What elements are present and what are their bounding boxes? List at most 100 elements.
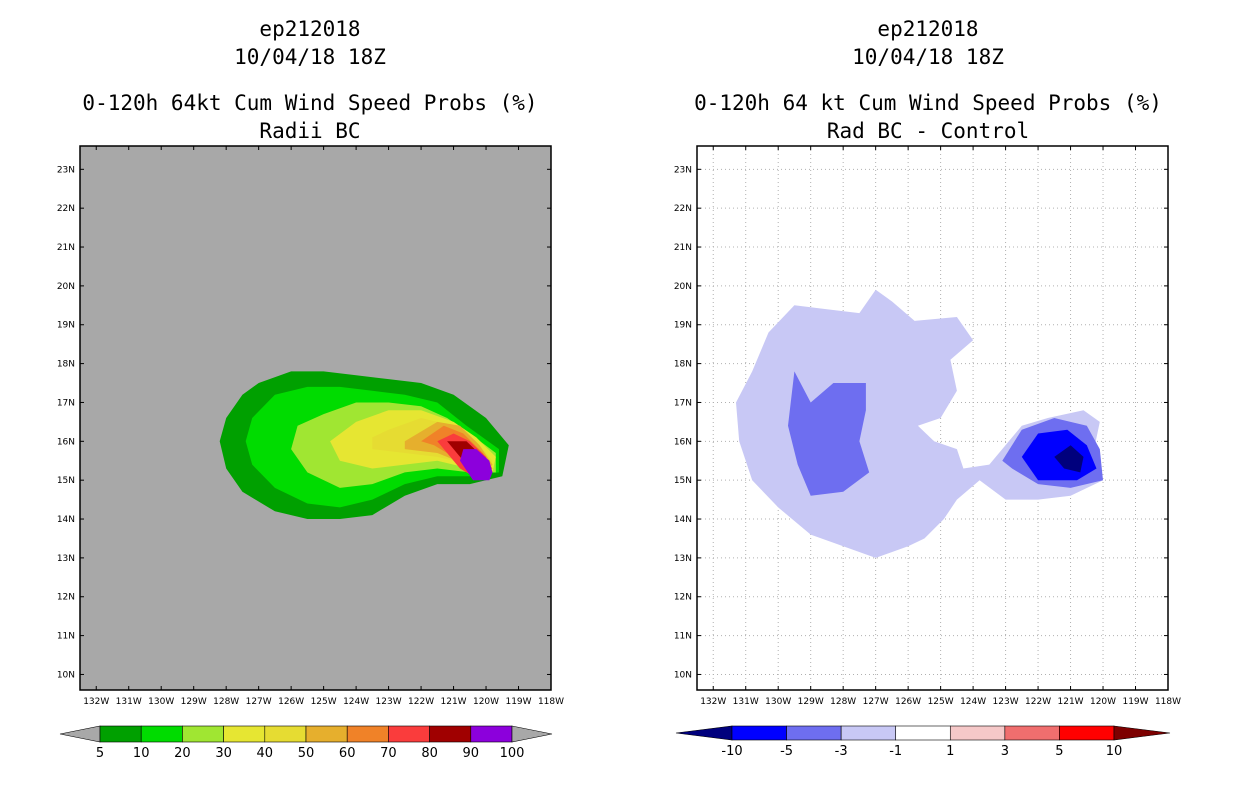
x-tick-label: 125W xyxy=(928,697,954,707)
plot-frame xyxy=(696,145,1169,691)
colorbar-box xyxy=(895,725,951,741)
colorbar-label: 10 xyxy=(133,746,150,761)
colorbar-label: 40 xyxy=(257,746,274,761)
colorbar-label: 50 xyxy=(298,746,315,761)
y-tick-label: 18N xyxy=(674,360,692,370)
left-title-line-2: 10/04/18 18Z xyxy=(234,45,386,69)
y-tick-label: 18N xyxy=(57,360,75,370)
colorbar-triangle-low xyxy=(59,725,101,743)
colorbar-label: 30 xyxy=(215,746,232,761)
colorbar-box xyxy=(388,725,430,743)
colorbar-0: 5 10 20 30 40 50 60 70 80 90 100 xyxy=(59,725,553,761)
x-tick-label: 120W xyxy=(473,697,499,707)
y-tick-label: 21N xyxy=(674,243,692,253)
colorbar-box xyxy=(1004,725,1060,741)
colorbar-box xyxy=(1059,725,1115,741)
x-tick-label: 131W xyxy=(116,697,142,707)
y-tick-label: 15N xyxy=(674,476,692,486)
right-title-line-1: ep212018 xyxy=(877,17,979,41)
x-tick-label: 123W xyxy=(993,697,1019,707)
panel-0: 132W 131W 130W 129W 128W 127W 126W 125W 124W 123W… xyxy=(57,145,564,761)
x-tick-label: 118W xyxy=(1155,697,1181,707)
colorbar-label: 3 xyxy=(1001,744,1009,759)
colorbar-label: 100 xyxy=(500,746,525,761)
x-tick-label: 120W xyxy=(1090,697,1116,707)
right-title-line-4: Rad BC - Control xyxy=(826,119,1030,143)
x-tick-label: 128W xyxy=(830,697,856,707)
colorbar-box xyxy=(470,725,513,743)
colorbar-label: 5 xyxy=(96,746,104,761)
x-tick-label: 121W xyxy=(441,697,467,707)
y-tick-label: 20N xyxy=(57,282,75,292)
y-tick-label: 11N xyxy=(57,632,75,642)
x-tick-label: 130W xyxy=(148,697,174,707)
colorbar-label: 60 xyxy=(339,746,356,761)
y-tick-label: 22N xyxy=(674,204,692,214)
colorbar-triangle-low xyxy=(675,725,733,741)
colorbar-box xyxy=(731,725,787,741)
x-tick-label: 119W xyxy=(1122,697,1148,707)
y-tick-label: 10N xyxy=(57,670,75,680)
y-tick-label: 22N xyxy=(57,204,75,214)
y-tick-label: 15N xyxy=(57,476,75,486)
x-tick-label: 126W xyxy=(895,697,921,707)
colorbar-box xyxy=(346,725,389,743)
contour--10-4 xyxy=(1054,445,1084,473)
x-tick-label: 123W xyxy=(376,697,402,707)
x-tick-label: 119W xyxy=(505,697,531,707)
colorbar-box xyxy=(264,725,307,743)
x-tick-label: 126W xyxy=(278,697,304,707)
contour--3-1 xyxy=(788,371,870,496)
colorbar-label: 1 xyxy=(946,744,954,759)
colorbar-triangle-high xyxy=(1113,725,1171,741)
colorbar-box xyxy=(429,725,472,743)
y-tick-label: 23N xyxy=(57,165,75,175)
colorbar-label: -3 xyxy=(835,744,848,759)
colorbar-box xyxy=(949,725,1006,741)
y-tick-label: 19N xyxy=(57,321,75,331)
right-title-line-2: 10/04/18 18Z xyxy=(852,45,1004,69)
x-tick-label: 127W xyxy=(863,697,889,707)
x-tick-label: 122W xyxy=(408,697,434,707)
colorbar-label: 90 xyxy=(463,746,480,761)
y-tick-label: 13N xyxy=(674,554,692,564)
colorbar-box xyxy=(223,725,266,743)
colorbar-label: 5 xyxy=(1055,744,1063,759)
x-tick-label: 129W xyxy=(181,697,207,707)
colorbar-1: -10 -5 -3 -1 1 3 5 10 xyxy=(675,725,1171,759)
x-tick-label: 124W xyxy=(343,697,369,707)
colorbar-box xyxy=(99,725,142,743)
y-tick-label: 19N xyxy=(674,321,692,331)
colorbar-label: 20 xyxy=(174,746,191,761)
x-tick-label: 131W xyxy=(733,697,759,707)
x-tick-label: 118W xyxy=(538,697,564,707)
x-tick-label: 132W xyxy=(83,697,109,707)
y-tick-label: 14N xyxy=(674,515,692,525)
x-tick-label: 122W xyxy=(1025,697,1051,707)
colorbar-box xyxy=(786,725,842,741)
x-tick-label: 125W xyxy=(311,697,337,707)
plot-frame xyxy=(79,145,552,691)
y-tick-label: 11N xyxy=(674,632,692,642)
x-tick-label: 130W xyxy=(765,697,791,707)
colorbar-triangle-high xyxy=(511,725,553,743)
right-title-line-3: 0-120h 64 kt Cum Wind Speed Probs (%) xyxy=(694,91,1162,115)
x-tick-label: 124W xyxy=(960,697,986,707)
y-tick-label: 16N xyxy=(674,437,692,447)
x-tick-label: 129W xyxy=(798,697,824,707)
y-tick-label: 23N xyxy=(674,165,692,175)
contour-100-9 xyxy=(460,449,493,481)
x-tick-label: 128W xyxy=(213,697,239,707)
y-tick-label: 17N xyxy=(57,398,75,408)
y-tick-label: 12N xyxy=(674,593,692,603)
y-tick-label: 10N xyxy=(674,670,692,680)
colorbar-label: 10 xyxy=(1106,744,1123,759)
x-tick-label: 121W xyxy=(1058,697,1084,707)
colorbar-box xyxy=(840,725,897,741)
colorbar-box xyxy=(305,725,348,743)
colorbar-label: -5 xyxy=(780,744,793,759)
y-tick-label: 17N xyxy=(674,398,692,408)
colorbar-box xyxy=(182,725,224,743)
colorbar-label: -1 xyxy=(889,744,902,759)
